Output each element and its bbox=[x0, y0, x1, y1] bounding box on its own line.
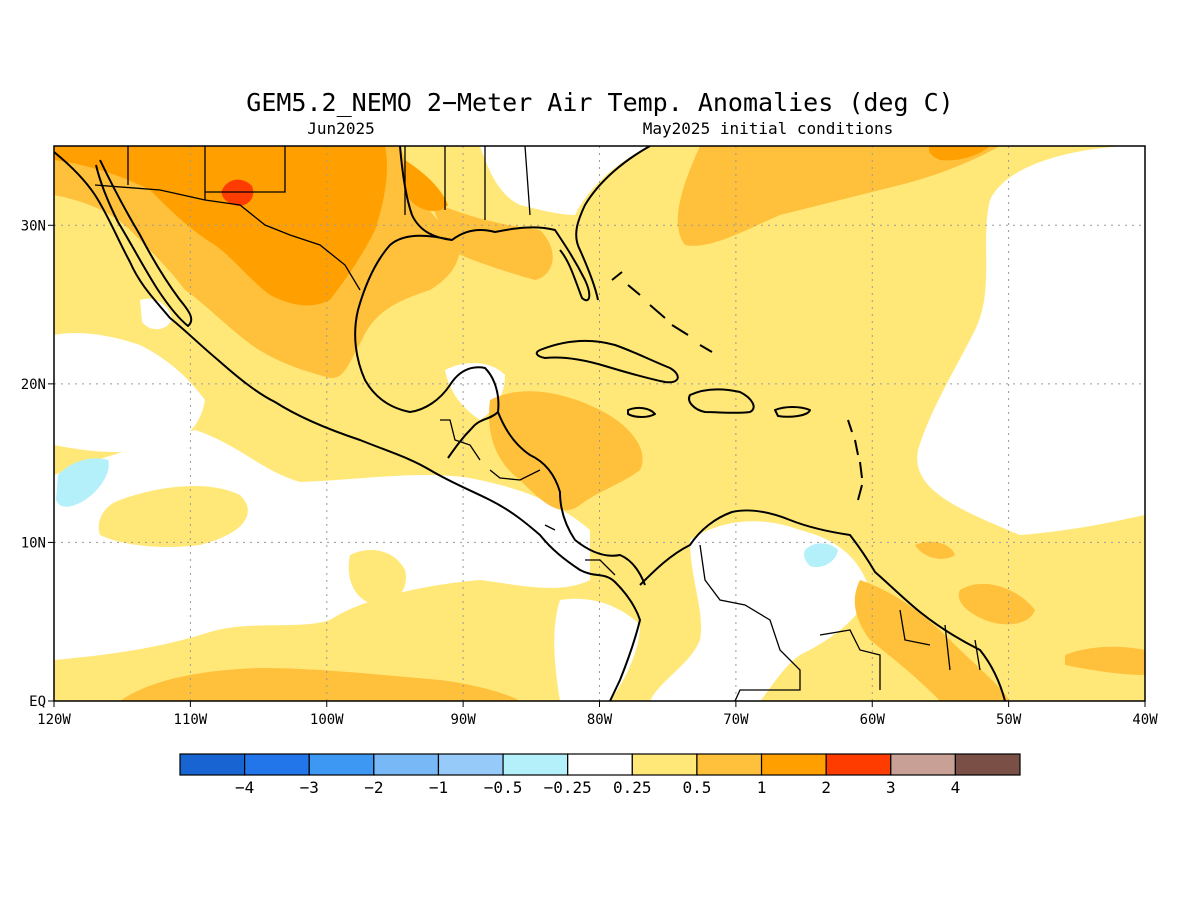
colorbar-label: −2 bbox=[364, 778, 383, 797]
anomaly-map bbox=[54, 146, 1145, 701]
neutral-region-colombia-pacific bbox=[554, 598, 640, 701]
neutral-region-pacific-west bbox=[54, 333, 205, 453]
colorbar-swatch bbox=[760, 753, 827, 776]
contour-band-pacific-strip bbox=[98, 485, 248, 547]
x-tick-label: 60W bbox=[860, 712, 886, 728]
y-tick-label: EQ bbox=[29, 694, 46, 710]
border-south-america bbox=[699, 544, 981, 701]
coastline-pacific-mexico-central-america bbox=[54, 151, 641, 701]
longitude-axis: 120W 110W 100W 90W 80W 70W 60W 50W 40W bbox=[37, 701, 1158, 728]
subtitle-month: Jun2025 bbox=[307, 119, 374, 138]
colorbar-swatch bbox=[696, 753, 763, 776]
x-tick-label: 100W bbox=[310, 712, 344, 728]
coastline-atlantic-us bbox=[575, 146, 651, 301]
colorbar-label: −0.25 bbox=[544, 778, 592, 797]
contour-band-2-3-northern-mexico bbox=[221, 179, 254, 206]
contour-band-1-2-texas bbox=[402, 160, 448, 212]
colorbar-label: 3 bbox=[886, 778, 896, 797]
colorbar-swatch bbox=[308, 753, 375, 776]
political-borders bbox=[94, 146, 981, 701]
colorbar-label: 0.5 bbox=[682, 778, 711, 797]
border-central-america bbox=[440, 419, 616, 576]
figure-title: GEM5.2_NEMO 2−Meter Air Temp. Anomalies … bbox=[246, 88, 953, 117]
neutral-region-pacific-islet bbox=[140, 298, 172, 330]
colorbar-label: 2 bbox=[821, 778, 831, 797]
x-tick-label: 80W bbox=[587, 712, 613, 728]
colorbar-label: −1 bbox=[429, 778, 448, 797]
coastlines bbox=[54, 146, 1006, 701]
x-tick-label: 110W bbox=[174, 712, 208, 728]
coastline-puerto-rico bbox=[774, 406, 811, 418]
contour-cool-venezuela bbox=[804, 543, 838, 568]
colorbar-label: −3 bbox=[300, 778, 319, 797]
colorbar-swatch bbox=[567, 753, 633, 776]
contour-band-pacific-patch bbox=[348, 550, 406, 605]
colorbar-swatch bbox=[437, 753, 504, 776]
border-us-mexico bbox=[94, 184, 361, 291]
anomaly-contours bbox=[54, 146, 1145, 701]
border-us-states bbox=[127, 146, 531, 220]
coastline-baja-california bbox=[95, 159, 193, 327]
colorbar-swatch bbox=[890, 753, 956, 776]
colorbar-label: 0.25 bbox=[613, 778, 652, 797]
coastline-jamaica bbox=[627, 406, 656, 418]
coastline-south-america-north bbox=[639, 509, 1006, 701]
contour-band-05-1-east-atlantic bbox=[958, 583, 1035, 625]
colorbar-swatch bbox=[825, 753, 892, 776]
x-tick-label: 40W bbox=[1132, 712, 1158, 728]
contour-band-05-1-guianas bbox=[854, 580, 1010, 701]
contour-band-1-2-mexico bbox=[54, 146, 387, 306]
contour-band-05-1-north-atlantic bbox=[677, 146, 1000, 246]
coastline-bahamas bbox=[611, 271, 713, 353]
neutral-region-southeast-us bbox=[480, 146, 650, 215]
colorbar-label: −0.5 bbox=[484, 778, 523, 797]
subtitle-initial-conditions: May2025 initial conditions bbox=[643, 119, 893, 138]
colorbar-swatch bbox=[179, 753, 246, 776]
contour-band-05-1-southeast-atlantic bbox=[1065, 646, 1145, 675]
contour-band-05-1-florida bbox=[430, 200, 553, 280]
contour-cool-pacific bbox=[56, 458, 109, 507]
y-tick-label: 20N bbox=[21, 377, 46, 393]
y-tick-label: 10N bbox=[21, 535, 46, 551]
colorbar-swatch bbox=[954, 753, 1021, 776]
colorbar-label: 1 bbox=[757, 778, 767, 797]
colorbar-swatch bbox=[631, 753, 698, 776]
colorbar-swatch bbox=[502, 753, 569, 776]
x-tick-label: 70W bbox=[723, 712, 749, 728]
colorbar-label: 4 bbox=[951, 778, 961, 797]
x-tick-label: 50W bbox=[996, 712, 1022, 728]
contour-band-05-1-caribbean-center bbox=[489, 391, 643, 511]
y-tick-label: 30N bbox=[21, 218, 46, 234]
latitude-axis: EQ 10N 20N 30N bbox=[21, 218, 54, 710]
x-tick-label: 90W bbox=[450, 712, 476, 728]
coastline-hispaniola bbox=[688, 388, 755, 414]
colorbar-swatch bbox=[373, 753, 440, 776]
coastline-central-america-caribbean bbox=[497, 411, 646, 586]
gridlines bbox=[54, 146, 1145, 701]
coastline-gulf-of-mexico bbox=[354, 146, 591, 459]
coastline-cuba bbox=[535, 339, 679, 384]
coastline-lesser-antilles bbox=[847, 419, 863, 501]
colorbar: −4 −3 −2 −1 −0.5 −0.25 0.25 0.5 1 2 3 4 bbox=[179, 753, 1021, 797]
colorbar-label: −4 bbox=[235, 778, 254, 797]
contour-band-1-2-atlantic bbox=[928, 146, 990, 161]
neutral-region-east-atlantic bbox=[917, 146, 1145, 535]
contour-band-05-1-tropical-atlantic bbox=[915, 541, 955, 559]
x-tick-label: 120W bbox=[37, 712, 71, 728]
colorbar-swatch bbox=[244, 753, 310, 776]
contour-band-05-1-equatorial-pacific bbox=[120, 668, 520, 701]
